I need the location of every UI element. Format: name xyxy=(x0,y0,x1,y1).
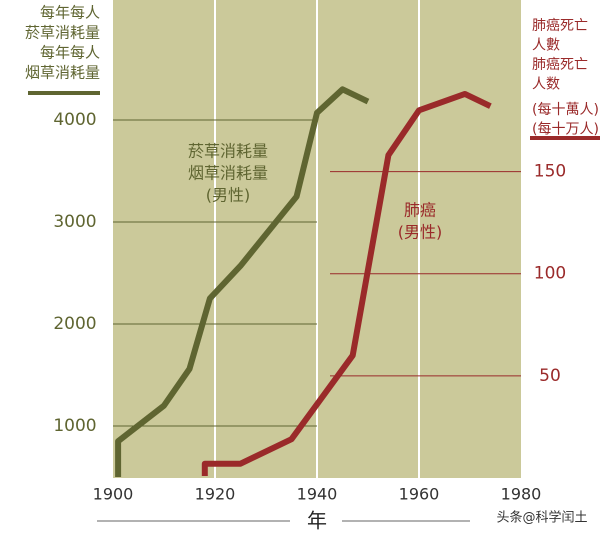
y-axis-label: 烟草消耗量 xyxy=(25,64,100,82)
y-tick-label: 3000 xyxy=(53,212,96,232)
y-tick-label: 4000 xyxy=(53,110,96,130)
y2-axis-label: 人數 xyxy=(532,38,560,54)
y-axis-label: 每年每人 xyxy=(40,4,100,22)
x-tick-label: 1920 xyxy=(195,485,236,504)
annotation: 烟草消耗量 xyxy=(188,164,268,183)
y-tick-label: 1000 xyxy=(53,416,96,436)
x-tick-label: 1960 xyxy=(399,485,440,504)
y2-axis-label: (每十万人) xyxy=(532,122,599,138)
data-line xyxy=(115,86,370,477)
data-line xyxy=(201,90,492,476)
y-tick-label: 2000 xyxy=(53,314,96,334)
x-tick-label: 1900 xyxy=(93,485,134,504)
y2-tick-label: 150 xyxy=(534,162,566,182)
annotation: (男性) xyxy=(398,223,443,242)
x-tick-label: 1980 xyxy=(501,485,542,504)
watermark: 头条@科学闰土 xyxy=(496,510,587,526)
y2-axis-label: 人数 xyxy=(532,77,560,93)
y2-axis-label: 肺癌死亡 xyxy=(532,57,588,73)
annotation: (男性) xyxy=(206,186,251,205)
x-axis-label: 年 xyxy=(307,509,327,533)
y2-tick-label: 100 xyxy=(534,264,566,284)
y2-axis-label: 肺癌死亡 xyxy=(532,18,588,34)
annotation: 肺癌 xyxy=(404,201,436,220)
y-axis-label: 菸草消耗量 xyxy=(25,24,100,42)
y-axis-label: 每年每人 xyxy=(40,44,100,62)
annotation: 菸草消耗量 xyxy=(188,142,268,161)
y2-axis-label: (每十萬人) xyxy=(532,102,599,118)
y2-tick-label: 50 xyxy=(539,366,561,386)
x-tick-label: 1940 xyxy=(297,485,338,504)
